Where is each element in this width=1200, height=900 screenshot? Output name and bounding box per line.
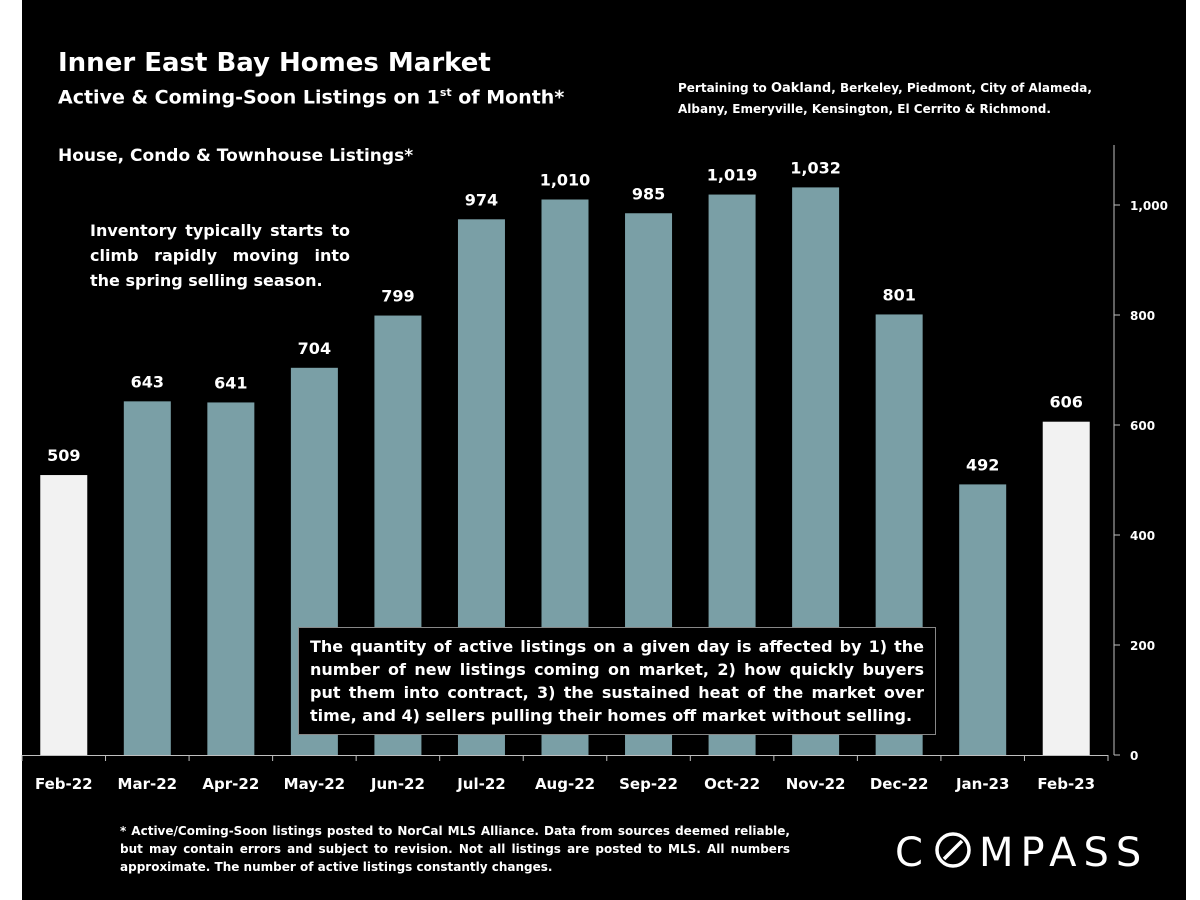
bar-value-label: 641 — [214, 373, 247, 392]
x-tick-label: Jun-22 — [370, 775, 425, 793]
bar-value-label: 606 — [1050, 393, 1083, 412]
x-tick-label: Dec-22 — [870, 775, 929, 793]
series-label: House, Condo & Townhouse Listings* — [58, 146, 414, 166]
x-tick-label: Feb-23 — [1037, 775, 1095, 793]
y-tick-label: 800 — [1130, 309, 1155, 323]
coverage-prefix: Pertaining to — [678, 81, 771, 95]
y-tick-label: 0 — [1130, 749, 1138, 763]
x-tick-label: Feb-22 — [35, 775, 93, 793]
y-tick-label: 400 — [1130, 529, 1155, 543]
x-tick-label: Nov-22 — [786, 775, 846, 793]
bar-value-label: 974 — [465, 190, 498, 209]
svg-text:C: C — [895, 830, 930, 876]
bar-value-label: 492 — [966, 455, 999, 474]
y-tick-label: 600 — [1130, 419, 1155, 433]
x-tick-label: Oct-22 — [704, 775, 760, 793]
coverage-rest: , Berkeley, Piedmont, City of Alameda, A… — [678, 81, 1092, 116]
chart-subtitle: Active & Coming-Soon Listings on 1st of … — [58, 86, 564, 108]
coverage-city: Oakland — [770, 81, 832, 96]
bar-value-label: 801 — [882, 285, 915, 304]
callout-box: The quantity of active listings on a giv… — [298, 627, 936, 735]
bar — [959, 484, 1007, 755]
bar-value-label: 985 — [632, 184, 665, 203]
subtitle-main: Active & Coming-Soon Listings on 1 — [58, 86, 440, 109]
subtitle-superscript: st — [439, 86, 452, 99]
bar-value-label: 509 — [47, 446, 80, 465]
bar-value-label: 1,019 — [707, 166, 758, 185]
bar-value-label: 704 — [298, 339, 331, 358]
seasonal-note: Inventory typically starts to climb rapi… — [90, 221, 350, 290]
x-tick-label: Mar-22 — [118, 775, 178, 793]
footnote: * Active/Coming-Soon listings posted to … — [120, 824, 790, 874]
bar — [1042, 421, 1090, 755]
x-tick-label: May-22 — [284, 775, 345, 793]
bar-value-label: 643 — [131, 372, 164, 391]
bar — [123, 401, 171, 755]
bar-value-label: 799 — [381, 287, 414, 306]
y-tick-label: 1,000 — [1130, 199, 1168, 213]
bar-value-label: 1,010 — [540, 171, 591, 190]
x-tick-label: Jul-22 — [456, 775, 506, 793]
x-tick-label: Apr-22 — [202, 775, 259, 793]
x-tick-label: Sep-22 — [619, 775, 678, 793]
x-tick-label: Aug-22 — [535, 775, 595, 793]
bar-value-label: 1,032 — [790, 158, 841, 177]
compass-logo: C MPASS — [895, 830, 1148, 876]
chart-title: Inner East Bay Homes Market — [58, 48, 491, 78]
svg-text:MPASS: MPASS — [979, 830, 1148, 876]
subtitle-end: of Month* — [451, 86, 565, 109]
bar — [40, 475, 88, 755]
coverage-note: Pertaining to Oakland, Berkeley, Piedmon… — [678, 78, 1118, 119]
bar — [207, 402, 255, 755]
y-tick-label: 200 — [1130, 639, 1155, 653]
x-tick-label: Jan-23 — [955, 775, 1009, 793]
